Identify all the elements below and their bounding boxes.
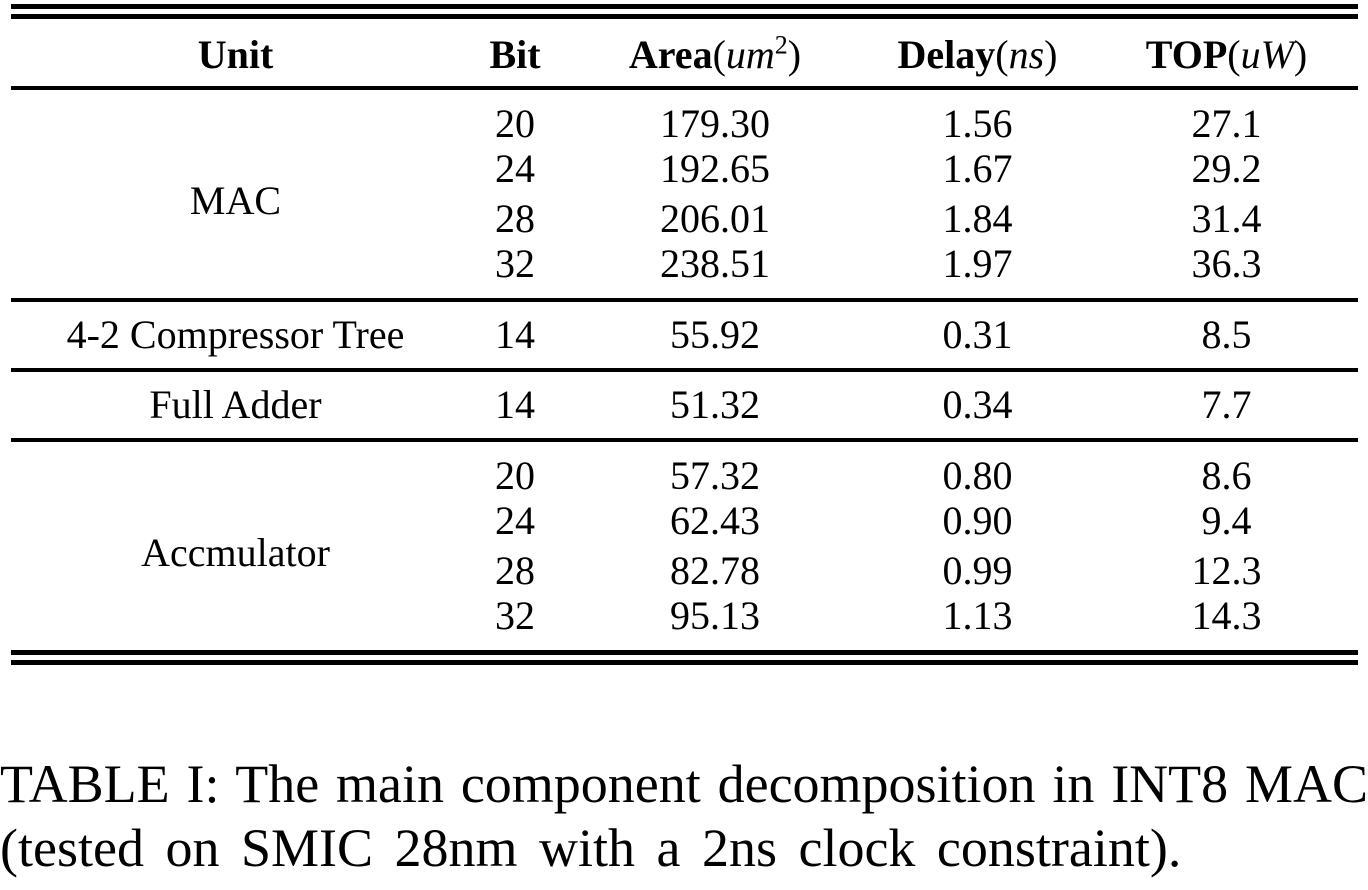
area-cell: 55.92	[670, 311, 760, 357]
top-cell: 27.1	[1191, 100, 1262, 146]
top-cell: 29.2	[1191, 145, 1262, 191]
header-unit: Unit	[11, 12, 460, 88]
caption-line-2: (tested on SMIC 28nm with a 2ns clock co…	[0, 818, 1182, 878]
section-accumulator: Accmulator 20 57.32 0.80 8.6 24 62.43 0.…	[11, 440, 1358, 658]
top-cell: 8.6	[1201, 452, 1252, 498]
top-cell: 9.4	[1201, 497, 1252, 543]
section-mac: MAC 20 179.30 1.56 27.1 24 192.65 1.67 2…	[11, 88, 1358, 300]
area-cell: 82.78	[670, 547, 760, 593]
area-cell: 179.30	[660, 100, 770, 146]
table-row: 32 238.51 1.97 36.3	[11, 240, 1358, 300]
bit-cell: 24	[495, 497, 535, 543]
bit-cell: 32	[495, 240, 535, 286]
header-area-label: Area	[628, 32, 713, 78]
header-unit-label: Unit	[197, 32, 274, 78]
component-decomposition-table: Unit Bit Area(um2) Delay(ns) TOP(uW) MAC	[11, 4, 1358, 665]
header-row: Unit Bit Area(um2) Delay(ns) TOP(uW)	[11, 12, 1358, 88]
bit-cell: 28	[495, 195, 535, 241]
header-delay: Delay(ns)	[860, 12, 1095, 88]
header-delay-label: Delay	[897, 32, 996, 78]
unit-cell: Accmulator	[141, 529, 330, 575]
table-row: 24 192.65 1.67 29.2	[11, 144, 1358, 194]
delay-cell: 0.80	[942, 452, 1013, 498]
delay-cell: 0.31	[942, 311, 1013, 357]
area-cell: 206.01	[660, 195, 770, 241]
top-cell: 8.5	[1201, 311, 1252, 357]
table-row: Accmulator 20 57.32 0.80 8.6	[11, 440, 1358, 572]
delay-cell: 1.67	[942, 145, 1013, 191]
top-cell: 12.3	[1191, 547, 1262, 593]
table-row: 4-2 Compressor Tree 14 55.92 0.31 8.5	[11, 300, 1358, 370]
header-bit: Bit	[460, 12, 570, 88]
table-row: MAC 20 179.30 1.56 27.1	[11, 88, 1358, 220]
unit-cell: Full Adder	[149, 381, 322, 427]
bit-cell: 20	[495, 100, 535, 146]
area-cell: 51.32	[670, 381, 760, 427]
delay-cell: 0.34	[942, 381, 1013, 427]
top-cell: 36.3	[1191, 240, 1262, 286]
delay-cell: 1.97	[942, 240, 1013, 286]
area-cell: 62.43	[670, 497, 760, 543]
header-area: Area(um2)	[570, 12, 860, 88]
unit-cell: 4-2 Compressor Tree	[66, 311, 405, 357]
area-cell: 95.13	[670, 592, 760, 638]
section-full-adder: Full Adder 14 51.32 0.34 7.7	[11, 370, 1358, 440]
table-row: Full Adder 14 51.32 0.34 7.7	[11, 370, 1358, 440]
bit-cell: 24	[495, 145, 535, 191]
top-cell: 31.4	[1191, 195, 1262, 241]
bit-cell: 14	[495, 381, 535, 427]
bit-cell: 28	[495, 547, 535, 593]
bit-cell: 14	[495, 311, 535, 357]
table-row: 24 62.43 0.90 9.4	[11, 496, 1358, 546]
delay-cell: 0.90	[942, 497, 1013, 543]
caption-line-1: TABLE I: The main component decompositio…	[0, 754, 1368, 814]
delay-cell: 0.99	[942, 547, 1013, 593]
table-caption: TABLE I: The main component decompositio…	[0, 752, 1368, 880]
area-cell: 238.51	[660, 240, 770, 286]
top-cell: 14.3	[1191, 592, 1262, 638]
section-compressor-tree: 4-2 Compressor Tree 14 55.92 0.31 8.5	[11, 300, 1358, 370]
unit-cell: MAC	[189, 177, 282, 223]
table-row: 28 82.78 0.99 12.3	[11, 546, 1358, 596]
header-bit-label: Bit	[489, 32, 541, 78]
header-top-label: TOP	[1145, 32, 1228, 78]
header-top: TOP(uW)	[1095, 12, 1358, 88]
table-row: 32 95.13 1.13 14.3	[11, 592, 1358, 658]
header-top-unit: (uW)	[1227, 32, 1308, 78]
area-cell: 192.65	[660, 145, 770, 191]
table-row: 28 206.01 1.84 31.4	[11, 194, 1358, 244]
header-area-unit: (um2)	[712, 30, 802, 78]
bit-cell: 20	[495, 452, 535, 498]
bit-cell: 32	[495, 592, 535, 638]
table-header: Unit Bit Area(um2) Delay(ns) TOP(uW)	[11, 12, 1358, 88]
delay-cell: 1.84	[942, 195, 1013, 241]
delay-cell: 1.56	[942, 100, 1013, 146]
header-delay-unit: (ns)	[995, 32, 1058, 78]
top-cell: 7.7	[1201, 381, 1252, 427]
delay-cell: 1.13	[942, 592, 1013, 638]
area-cell: 57.32	[670, 452, 760, 498]
